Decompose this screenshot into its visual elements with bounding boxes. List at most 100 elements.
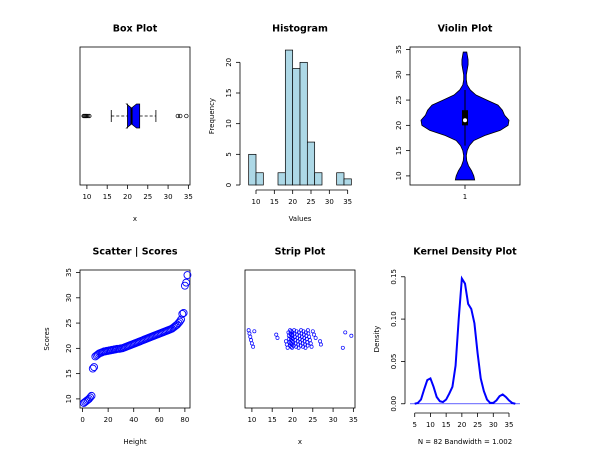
bar <box>284 49 294 186</box>
point <box>182 278 191 287</box>
y-tick-label: 0.05 <box>390 354 398 370</box>
x-tick-label: 40 <box>129 416 138 424</box>
panel-title: Histogram <box>272 24 328 35</box>
outlier <box>184 113 189 119</box>
y-tick-label: 0.15 <box>390 269 398 285</box>
y-tick-label: 10 <box>225 119 233 128</box>
point <box>252 329 257 334</box>
x-tick-label: 15 <box>270 198 279 206</box>
point <box>284 342 289 347</box>
point <box>183 271 192 280</box>
y-tick-label: 20 <box>395 121 403 130</box>
y-tick-label: 10 <box>395 171 403 180</box>
bar <box>314 172 323 186</box>
point <box>249 341 254 346</box>
y-tick-label: 25 <box>395 96 403 105</box>
bar <box>277 172 286 186</box>
point <box>275 335 280 340</box>
x-tick-label: 10 <box>252 198 261 206</box>
outlier <box>84 113 90 119</box>
point <box>285 345 290 350</box>
point <box>303 345 308 350</box>
density-line <box>414 275 516 405</box>
outlier <box>85 113 91 119</box>
x-tick-label: 15 <box>442 421 451 429</box>
panel-title: Box Plot <box>113 24 158 35</box>
point <box>284 339 288 344</box>
bar <box>343 178 352 186</box>
point <box>87 391 96 400</box>
x-tick-label: 35 <box>184 193 193 201</box>
y-tick-label: 15 <box>225 89 233 98</box>
x-tick-label: 60 <box>155 416 164 424</box>
x-tick-label: 15 <box>103 193 112 201</box>
x-tick-label: 30 <box>325 198 334 206</box>
panel-title: Strip Plot <box>275 247 326 258</box>
point <box>88 364 97 373</box>
point <box>307 334 312 339</box>
x-tick-label: 25 <box>143 193 152 201</box>
bar <box>306 141 316 186</box>
panel-title: Violin Plot <box>438 24 493 35</box>
y-tick-label: 30 <box>395 70 403 79</box>
point <box>86 393 95 402</box>
outlier <box>175 113 180 119</box>
point <box>179 309 188 317</box>
x-tick-label: 30 <box>164 193 173 201</box>
x-tick-label: 1 <box>463 193 467 201</box>
point <box>296 345 301 350</box>
point <box>305 343 310 348</box>
y-tick-label: 0.00 <box>390 396 398 412</box>
point <box>313 335 318 340</box>
median <box>463 118 467 123</box>
x-tick-label: 10 <box>82 193 91 201</box>
y-axis-label: Density <box>373 326 381 353</box>
point <box>274 332 279 337</box>
y-tick-label: 20 <box>225 58 233 67</box>
y-tick-label: 35 <box>65 268 73 277</box>
bar <box>336 172 345 186</box>
point <box>312 332 316 337</box>
point <box>247 331 252 336</box>
point <box>308 341 313 346</box>
point <box>90 363 99 372</box>
point <box>249 338 254 343</box>
x-tick-label: 20 <box>288 416 297 424</box>
box <box>125 103 141 129</box>
y-tick-label: 10 <box>65 394 73 403</box>
point <box>349 333 354 338</box>
y-tick-label: 15 <box>395 146 403 155</box>
y-tick-label: 35 <box>395 45 403 54</box>
point <box>175 317 184 326</box>
y-tick-label: 15 <box>65 369 73 378</box>
x-axis-label: Values <box>289 215 312 223</box>
point <box>178 310 187 318</box>
point <box>318 339 323 344</box>
point <box>177 315 185 324</box>
y-tick-label: 30 <box>65 293 73 302</box>
x-tick-label: 20 <box>104 416 113 424</box>
outlier <box>87 113 92 119</box>
x-tick-label: 20 <box>288 198 297 206</box>
x-tick-label: 20 <box>123 193 132 201</box>
y-tick-label: 0.10 <box>390 311 398 327</box>
x-axis-label: N = 82 Bandwidth = 1.002 <box>418 438 512 446</box>
box <box>462 110 468 126</box>
x-tick-label: 25 <box>473 421 482 429</box>
x-axis-label: x <box>133 215 137 223</box>
bar <box>299 61 308 186</box>
x-tick-label: 30 <box>489 421 498 429</box>
x-tick-label: 5 <box>412 421 416 429</box>
y-axis-label: Scores <box>43 327 51 351</box>
x-tick-label: 10 <box>426 421 435 429</box>
point <box>305 328 310 333</box>
point <box>318 342 323 347</box>
x-tick-label: 10 <box>247 416 256 424</box>
point <box>251 344 256 349</box>
point <box>307 338 312 343</box>
outlier <box>178 113 183 119</box>
x-tick-label: 25 <box>308 416 317 424</box>
y-tick-label: 5 <box>225 152 233 156</box>
